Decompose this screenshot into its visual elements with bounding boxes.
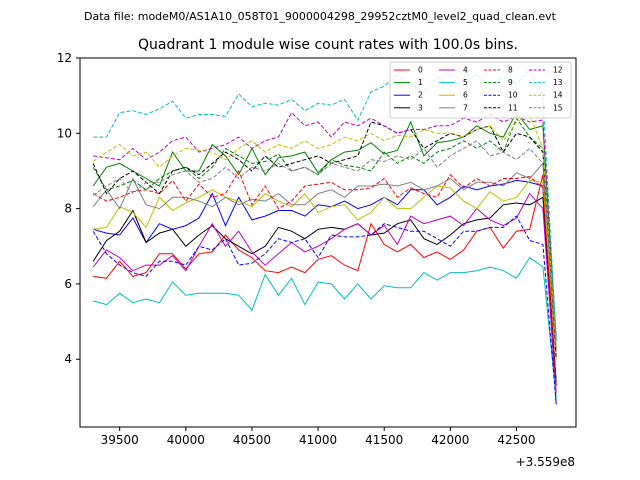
- y-tick-label: 4: [64, 352, 72, 366]
- legend-label-1: 1: [418, 78, 423, 87]
- x-axis: 39500 40000 40500 41000 41500 42000 42500: [101, 427, 536, 447]
- series-line-5: [93, 256, 557, 397]
- series-line-8: [92, 169, 557, 386]
- series-line-3: [92, 196, 557, 382]
- datafile-caption: Data file: modeM0/AS1A10_058T01_90000042…: [84, 10, 557, 23]
- y-axis: 4 6 8 10 12: [57, 51, 80, 366]
- legend-label-4: 4: [463, 66, 468, 75]
- series-line-7: [92, 162, 557, 348]
- x-tick-label: 40000: [167, 433, 205, 447]
- legend-box: [389, 61, 572, 119]
- legend-label-14: 14: [553, 91, 563, 100]
- x-offset-label: +3.559e8: [516, 455, 575, 469]
- x-tick-label: 42500: [497, 433, 535, 447]
- chart-title: Quadrant 1 module wise count rates with …: [138, 37, 518, 53]
- legend-label-11: 11: [508, 103, 518, 112]
- series-line-2: [93, 179, 557, 405]
- x-tick-label: 41000: [299, 433, 337, 447]
- axes-background: [80, 58, 576, 427]
- series-line-12: [93, 111, 557, 337]
- legend-label-2: 2: [418, 91, 423, 100]
- legend-label-5: 5: [463, 78, 468, 87]
- legend-label-0: 0: [418, 66, 423, 75]
- legend-label-15: 15: [553, 103, 563, 112]
- legend-label-6: 6: [463, 91, 468, 100]
- series-line-4: [92, 192, 557, 394]
- legend-label-13: 13: [553, 78, 563, 87]
- y-tick-label: 8: [64, 202, 72, 216]
- y-tick-label: 10: [57, 126, 72, 140]
- legend-label-10: 10: [508, 91, 518, 100]
- x-tick-label: 41500: [365, 433, 403, 447]
- legend-label-3: 3: [418, 103, 423, 112]
- axes-border: [79, 57, 577, 428]
- legend-label-12: 12: [553, 66, 563, 75]
- legend-label-9: 9: [508, 78, 513, 87]
- series-line-9: [92, 117, 557, 352]
- legend-label-7: 7: [463, 103, 468, 112]
- plot-area: 39500 40000 40500 41000 41500 42000 42500 4 6 8 1…: [57, 51, 577, 447]
- series-line-10: [92, 215, 557, 405]
- y-tick-label: 6: [64, 277, 72, 291]
- x-tick-label: 42000: [431, 433, 469, 447]
- series-line-6: [93, 179, 557, 360]
- y-tick-label: 12: [57, 51, 72, 65]
- series-line-14: [92, 113, 557, 348]
- x-tick-label: 40500: [233, 433, 271, 447]
- series-line-15: [92, 140, 557, 352]
- x-tick-label: 39500: [101, 433, 139, 447]
- legend-label-8: 8: [508, 66, 513, 75]
